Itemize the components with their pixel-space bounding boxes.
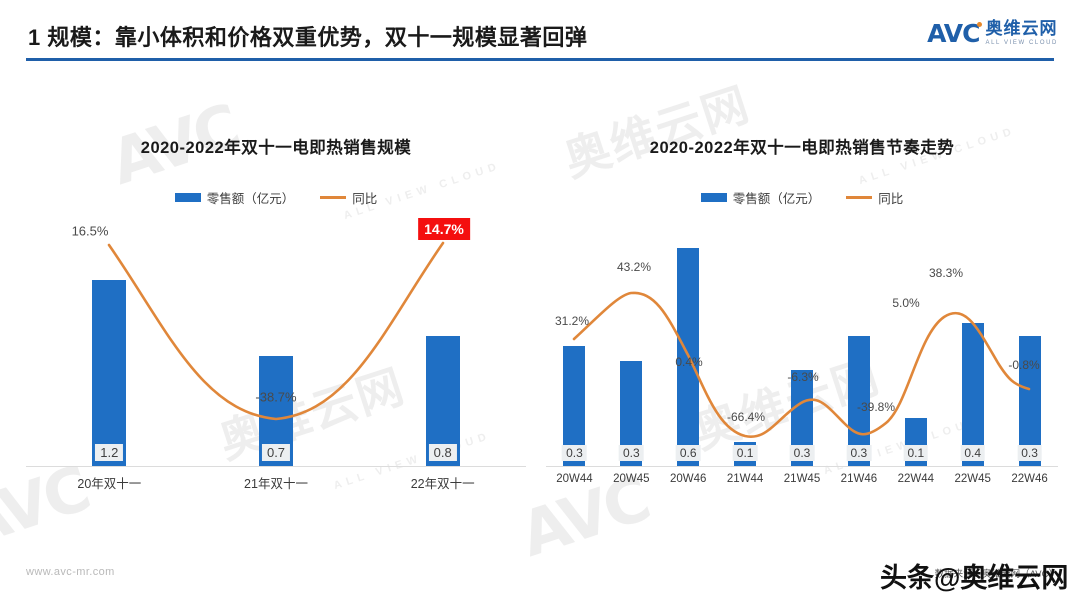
yoy-label-21w45: -6.3% — [787, 370, 819, 384]
bar-slot: 0.4 — [944, 217, 1001, 466]
footer-channel-watermark: 头条@奥维云网 — [880, 563, 1069, 593]
bar-21w44[interactable]: 0.1 — [732, 442, 758, 466]
legend-line-swatch-icon — [320, 196, 347, 199]
chart-panel-right: 2020-2022年双十一电即热销售节奏走势 零售额（亿元） 同比 0.3 — [546, 108, 1058, 528]
bar-21w45[interactable]: 0.3 — [789, 370, 815, 466]
bar-value-label: 0.3 — [562, 445, 587, 461]
bar-value-label: 0.8 — [428, 444, 457, 461]
x-tick: 21W45 — [783, 473, 821, 485]
plot-area-right: 0.3 0.3 0.6 0.1 — [546, 217, 1058, 467]
legend-label-retail: 零售额（亿元） — [206, 192, 295, 206]
slide-header: 1 规模：靠小体积和价格双重优势，双十一规模显著回弹 AVC 奥维云网 ALL … — [0, 0, 1080, 66]
bar-slot: 0.1 — [717, 217, 774, 466]
x-axis-line-left — [26, 466, 526, 467]
bar-slot: 0.3 — [1001, 217, 1058, 466]
bar-slot: 0.3 — [603, 217, 660, 466]
chart-legend-right: 零售额（亿元） 同比 — [546, 188, 1058, 207]
legend-item-yoy-left[interactable]: 同比 — [320, 188, 377, 207]
bar-group-right: 0.3 0.3 0.6 0.1 — [546, 217, 1058, 466]
yoy-label-20: 16.5% — [71, 223, 109, 239]
x-axis-line-right — [546, 466, 1058, 467]
yoy-label-22-highlight: 14.7% — [418, 218, 470, 240]
yoy-label-22w44: 5.0% — [892, 296, 920, 310]
bar-value-label: 0.4 — [960, 445, 986, 461]
yoy-label-22w46: -0.8% — [1008, 358, 1040, 372]
yoy-label-22w45: 38.3% — [928, 266, 964, 280]
legend-label-yoy: 同比 — [352, 192, 378, 206]
bar-value-label: 0.1 — [732, 445, 758, 461]
bar-slot: 0.1 — [887, 217, 944, 466]
x-tick: 21年双十一 — [244, 477, 308, 491]
x-tick: 21W44 — [726, 473, 764, 485]
bar-21[interactable]: 0.7 — [259, 356, 293, 466]
x-axis-labels-right: 20W44 20W45 20W46 21W44 21W45 21W46 22W4… — [546, 473, 1058, 485]
bar-value-label: 0.3 — [618, 445, 644, 461]
x-tick: 22年双十一 — [410, 477, 475, 491]
bar-value-label: 0.7 — [261, 444, 291, 461]
bar-value-label: 0.3 — [1017, 445, 1042, 461]
chart-panel-left: 2020-2022年双十一电即热销售规模 零售额（亿元） 同比 1.2 — [26, 108, 526, 528]
bar-slot: 0.6 — [660, 217, 717, 466]
legend-item-retail-right[interactable]: 零售额（亿元） — [700, 188, 821, 207]
chart-legend-left: 零售额（亿元） 同比 — [26, 188, 526, 207]
footer-website-url[interactable]: www.avc-mr.com — [26, 566, 115, 578]
x-tick: 22W46 — [1011, 473, 1048, 485]
legend-label-yoy: 同比 — [878, 192, 904, 206]
bar-slot: 0.3 — [546, 217, 603, 466]
bar-value-label: 0.3 — [846, 445, 872, 461]
logo-mark-text: AVC — [927, 18, 980, 48]
bar-20w44[interactable]: 0.3 — [562, 346, 587, 466]
legend-label-retail: 零售额（亿元） — [732, 192, 821, 206]
legend-bar-swatch-icon — [700, 193, 727, 202]
x-tick: 20年双十一 — [77, 477, 142, 491]
bar-22w46[interactable]: 0.3 — [1017, 336, 1042, 466]
chart-title-left: 2020-2022年双十一电即热销售规模 — [140, 139, 412, 157]
logo-tagline: ALL VIEW CLOUD — [985, 40, 1058, 46]
legend-bar-swatch-icon — [174, 193, 201, 202]
chart-title-right: 2020-2022年双十一电即热销售节奏走势 — [649, 139, 955, 157]
yoy-label-20w44: 31.2% — [554, 314, 590, 328]
bar-slot: 0.7 — [193, 217, 360, 466]
x-tick: 20W45 — [613, 473, 650, 485]
footer-data-source: 数据来源：奥维云网（AVC） — [934, 569, 1058, 580]
logo-mark-icon: AVC — [927, 18, 983, 48]
x-axis-labels-left: 20年双十一 21年双十一 22年双十一 — [26, 473, 526, 492]
x-tick: 22W44 — [897, 473, 934, 485]
yoy-label-20w45: 43.2% — [616, 260, 652, 274]
bar-slot: 0.3 — [830, 217, 887, 466]
bar-20w45[interactable]: 0.3 — [618, 361, 644, 466]
bar-20[interactable]: 1.2 — [92, 280, 127, 466]
bar-slot: 0.8 — [359, 217, 526, 466]
legend-line-swatch-icon — [846, 196, 873, 199]
legend-item-retail-left[interactable]: 零售额（亿元） — [174, 188, 295, 207]
yoy-label-20w46: 0.4% — [675, 355, 703, 369]
bar-value-label: 0.3 — [789, 445, 815, 461]
yoy-label-21w46: -39.8% — [856, 400, 896, 414]
legend-item-yoy-right[interactable]: 同比 — [846, 188, 903, 207]
logo-dot-icon — [977, 21, 983, 27]
logo-name-block: 奥维云网 ALL VIEW CLOUD — [985, 20, 1058, 46]
x-tick: 21W46 — [840, 473, 878, 485]
bar-slot: 0.3 — [774, 217, 831, 466]
bar-value-label: 1.2 — [95, 444, 124, 461]
bar-value-label: 0.6 — [675, 445, 701, 461]
bar-group-left: 1.2 0.7 0.8 — [26, 217, 526, 466]
header-divider — [26, 58, 1054, 61]
x-tick: 20W46 — [670, 473, 707, 485]
logo-company-name: 奥维云网 — [985, 19, 1058, 38]
yoy-label-21: -38.7% — [255, 389, 297, 405]
bar-slot: 1.2 — [26, 217, 193, 466]
bar-22w44[interactable]: 0.1 — [903, 418, 929, 466]
x-tick: 22W45 — [954, 473, 991, 485]
yoy-label-21w44: -66.4% — [726, 410, 766, 424]
plot-area-left: 1.2 0.7 0.8 16.5% — [26, 217, 526, 467]
bar-22w45[interactable]: 0.4 — [960, 323, 986, 466]
page-title: 1 规模：靠小体积和价格双重优势，双十一规模显著回弹 — [28, 25, 588, 50]
x-tick: 20W44 — [556, 473, 593, 485]
bar-value-label: 0.1 — [903, 445, 929, 461]
bar-22[interactable]: 0.8 — [425, 336, 460, 466]
avc-logo: AVC 奥维云网 ALL VIEW CLOUD — [927, 20, 1058, 46]
